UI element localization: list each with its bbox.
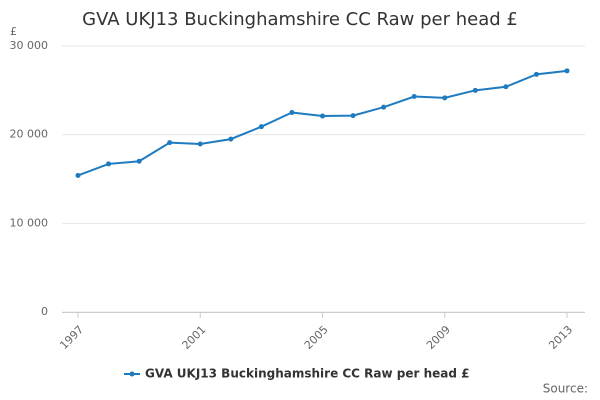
data-point <box>258 124 264 130</box>
data-point <box>197 141 203 147</box>
x-tick-label: 2009 <box>424 323 453 352</box>
y-tick-label: 20 000 <box>10 128 49 141</box>
data-point <box>350 113 356 119</box>
series-line <box>77 69 568 177</box>
data-point <box>381 104 387 110</box>
legend-item: GVA UKJ13 Buckinghamshire CC Raw per hea… <box>124 367 470 381</box>
legend-marker <box>129 371 135 377</box>
data-point <box>533 71 539 77</box>
data-point <box>503 84 509 90</box>
data-point <box>564 68 570 74</box>
source: Source: <box>543 382 588 396</box>
data-point <box>411 94 417 100</box>
data-point <box>136 158 142 164</box>
y-tick-label: 10 000 <box>10 216 49 229</box>
data-point <box>167 140 173 146</box>
x-tick-label: 2001 <box>180 323 209 352</box>
data-point <box>442 95 448 101</box>
x-tick-label: 2005 <box>302 323 331 352</box>
data-point <box>75 172 81 178</box>
chart-title: GVA UKJ13 Buckinghamshire CC Raw per hea… <box>82 9 518 30</box>
y-axis-label: £ <box>10 25 17 38</box>
data-point <box>228 136 234 142</box>
x-tick-label: 1997 <box>57 323 86 352</box>
data-point <box>472 87 478 93</box>
x-tick-label: 2013 <box>546 323 575 352</box>
data-point <box>320 113 325 119</box>
y-tick-label: 0 <box>41 305 48 318</box>
legend-label: GVA UKJ13 Buckinghamshire CC Raw per hea… <box>145 367 470 381</box>
y-tick-label: 30 000 <box>10 39 49 52</box>
data-point <box>106 161 112 167</box>
data-point <box>289 110 295 115</box>
